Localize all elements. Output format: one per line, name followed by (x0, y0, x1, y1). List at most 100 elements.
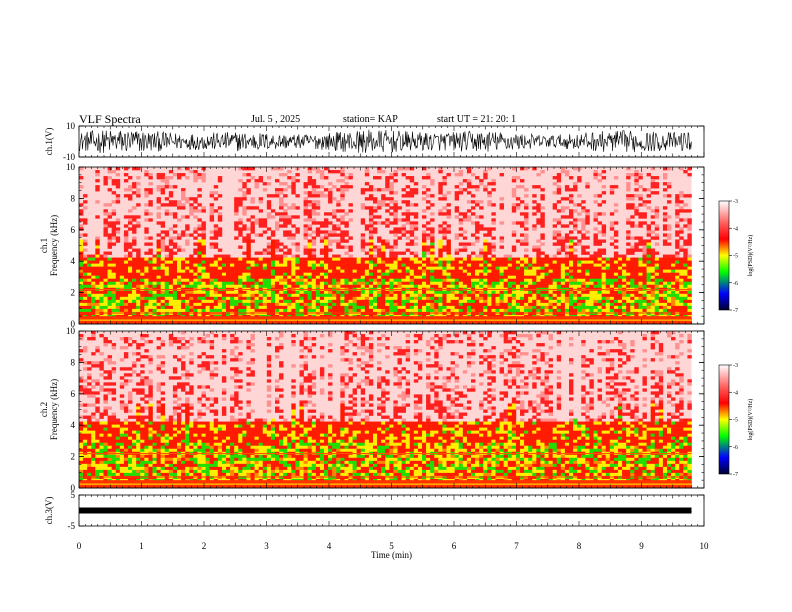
ch1-spectrogram-cell (630, 224, 635, 228)
ch1-spectrogram-cell (307, 218, 313, 222)
ch2-spectrogram-cell (79, 424, 84, 428)
ch1-spectrogram-cell (262, 302, 268, 307)
ch1-spectrogram-cell (221, 260, 227, 264)
ch1-spectrogram-cell (417, 284, 423, 289)
ch1-spectrogram-cell (573, 272, 578, 276)
ch1-spectrogram-cell (258, 269, 264, 273)
ch1-spectrogram-cell (634, 296, 639, 301)
ch1-spectrogram-cell (417, 281, 423, 286)
ch1-spectrogram-cell (422, 278, 427, 283)
ch1-spectrogram-cell (577, 176, 582, 180)
ch1-spectrogram-cell (246, 245, 251, 249)
ch1-spectrogram-cell (226, 278, 231, 283)
ch1-spectrogram-cell (164, 305, 170, 310)
ch1-spectrogram-cell (111, 284, 117, 289)
ch1-spectrogram-cell (164, 263, 170, 267)
ch1-spectrogram-cell (115, 239, 121, 243)
ch1-spectrogram-cell (475, 257, 480, 261)
ch1-spectrogram-cell (283, 305, 288, 310)
ch1-spectrogram-cell (246, 167, 251, 171)
ch1-spectrogram-cell (311, 281, 317, 286)
ch1-spectrogram-cell (654, 227, 660, 231)
ch1-spectrogram-cell (556, 284, 562, 289)
ch1-spectrogram-cell (291, 266, 296, 270)
ch1-spectrogram-cell (279, 260, 284, 264)
ch1-spectrogram-cell (319, 263, 325, 267)
ch1-spectrogram-cell (95, 179, 100, 183)
ch1-spectrogram-cell (385, 257, 390, 261)
ch1-spectrogram-cell (401, 200, 406, 204)
ch1-spectrogram-cell (552, 233, 558, 237)
ch1-spectrogram-cell (511, 260, 517, 264)
ch1-spectrogram-cell (181, 266, 186, 270)
ch1-spectrogram-cell (197, 248, 202, 252)
ch1-spectrogram-cell (303, 299, 308, 304)
ch1-spectrogram-cell (454, 185, 460, 189)
ch1-spectrogram-cell (324, 254, 329, 258)
ch1-spectrogram-cell (466, 272, 472, 276)
ch1-spectrogram-cell (111, 236, 117, 240)
ch1-spectrogram-cell (511, 194, 517, 198)
ch1-spectrogram-cell (499, 275, 504, 280)
ch1-spectrogram-cell (454, 233, 460, 237)
ch1-spectrogram-cell (328, 284, 333, 289)
ch1-spectrogram-cell (654, 206, 660, 210)
ch1-spectrogram-cell (515, 311, 521, 316)
ch1-spectrogram-cell (507, 266, 513, 270)
ch1-spectrogram-cell (181, 203, 186, 207)
ch1-spectrogram-cell (164, 203, 170, 207)
ch1-spectrogram-cell (79, 302, 84, 307)
ch1-spectrogram-cell (438, 185, 443, 189)
ch1-spectrogram-cell (491, 248, 496, 252)
ch1-spectrogram-cell (275, 266, 280, 270)
ch1-spectrogram-cell (279, 311, 284, 316)
ch1-spectrogram-cell (679, 260, 684, 264)
ch1-spectrogram-cell (430, 245, 435, 249)
ch1-spectrogram-cell (454, 269, 460, 273)
ch1-spectrogram-cell (328, 272, 333, 276)
ch1-spectrogram-cell (185, 227, 190, 231)
ch1-spectrogram-cell (511, 311, 517, 316)
ch1-spectrogram-cell (422, 281, 427, 286)
ch1-spectrogram-cell (213, 260, 219, 264)
ch1-spectrogram-cell (107, 245, 112, 249)
ch1-spectrogram-cell (238, 200, 243, 204)
ch1-spectrogram-cell (132, 311, 137, 316)
ch1-spectrogram-cell (548, 272, 553, 276)
ch1-spectrogram-cell (201, 236, 206, 240)
ch1-spectrogram-cell (401, 308, 406, 313)
ch1-spectrogram-cell (491, 281, 496, 286)
ch1-spectrogram-cell (234, 311, 239, 316)
ch1-spectrogram-cell (605, 257, 611, 261)
ch1-spectrogram-cell (250, 227, 255, 231)
ch1-spectrogram-cell (650, 182, 656, 186)
ch1-spectrogram-cell (307, 203, 313, 207)
ch1-spectrogram-cell (422, 236, 427, 240)
ch1-spectrogram-cell (128, 266, 133, 270)
ch1-spectrogram-cell (373, 215, 378, 219)
ch1-spectrogram-cell (115, 185, 121, 189)
ch1-spectrogram-cell (177, 281, 182, 286)
ch1-spectrogram-cell (217, 266, 223, 270)
ch1-spectrogram-cell (626, 197, 631, 201)
ch1-spectrogram-cell (630, 290, 635, 295)
ch1-spectrogram-cell (642, 257, 647, 261)
ch1-spectrogram-cell (393, 260, 398, 264)
ch1-spectrogram-cell (593, 263, 598, 267)
ch1-spectrogram-cell (556, 281, 562, 286)
ch1-spectrogram-cell (332, 227, 337, 231)
ch1-spectrogram-cell (87, 302, 92, 307)
ch1-spectrogram-cell (360, 293, 366, 298)
ch1-spectrogram-cell (213, 269, 219, 273)
ch1-spectrogram-cell (344, 299, 349, 304)
ch1-spectrogram-cell (275, 269, 280, 273)
ch1-spectrogram-cell (413, 182, 419, 186)
ch1-spectrogram-cell (597, 308, 602, 313)
ch1-spectrogram-cell (221, 299, 227, 304)
ch1-spectrogram-cell (585, 245, 590, 249)
ch1-spectrogram-cell (295, 257, 300, 261)
ch1-spectrogram-cell (430, 278, 435, 283)
ch1-spectrogram-cell (585, 215, 590, 219)
ch1-spectrogram-cell (622, 290, 627, 295)
ch1-spectrogram-cell (185, 260, 190, 264)
